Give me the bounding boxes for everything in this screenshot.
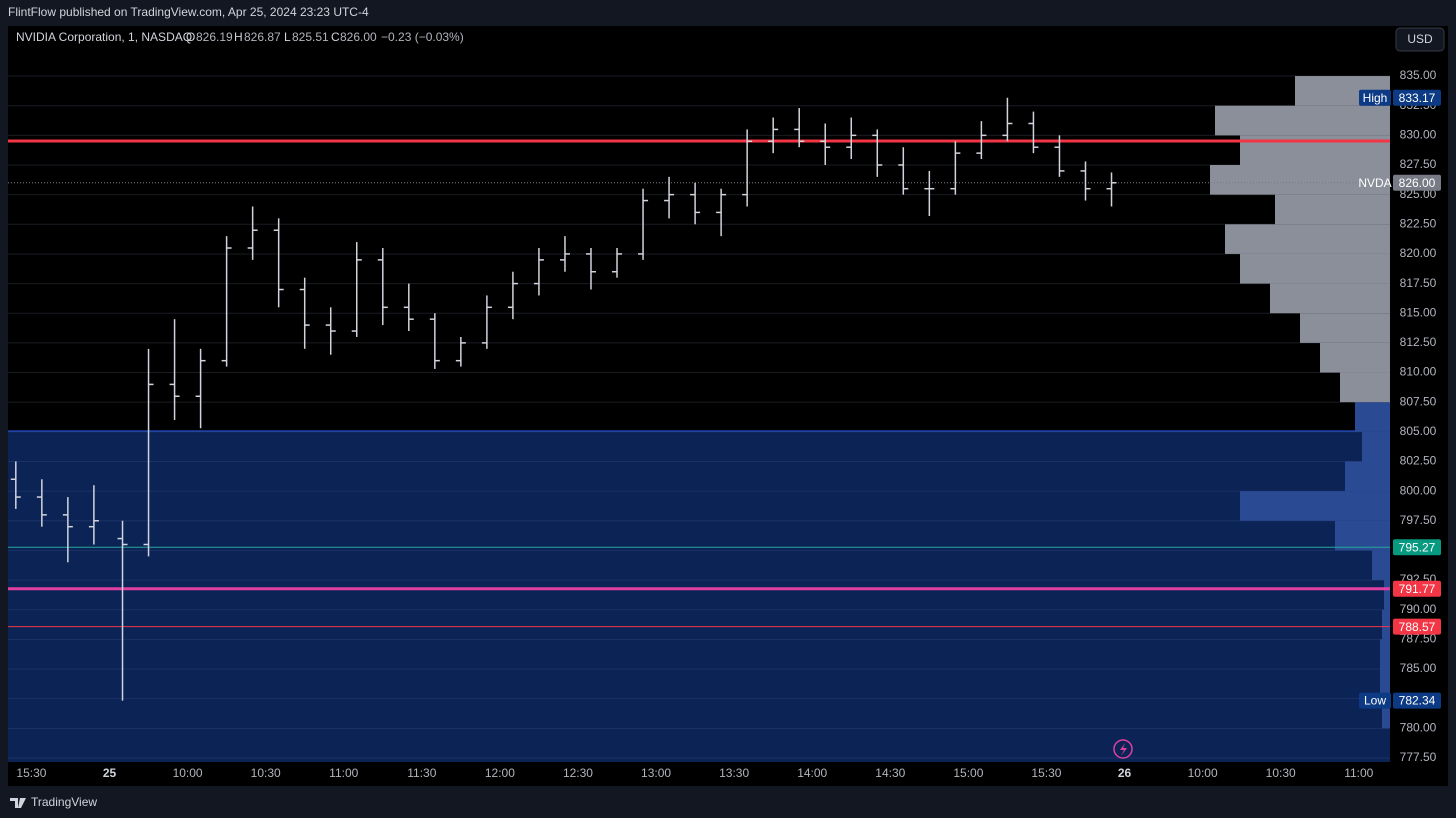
y-tick-label: 817.50: [1400, 276, 1437, 290]
price-tag: [1393, 692, 1441, 709]
profile-bar: [1215, 105, 1390, 136]
bolt: [1120, 743, 1127, 756]
c-value: 826.00: [340, 30, 377, 44]
x-tick-label: 15:00: [953, 766, 983, 780]
profile-bar: [1372, 550, 1390, 581]
profile-bar: [1380, 639, 1390, 670]
x-tick-label: 10:30: [251, 766, 281, 780]
x-tick-label: 11:00: [329, 766, 358, 780]
x-tick-label: 12:30: [563, 766, 593, 780]
plot: 777.50780.00782.50785.00787.50790.00792.…: [8, 68, 1437, 780]
l-label: L: [284, 30, 291, 44]
y-tick-label: 835.00: [1400, 68, 1437, 82]
y-tick-label: 800.00: [1400, 483, 1437, 497]
x-tick-label: 13:00: [641, 766, 671, 780]
profile-bar: [1320, 342, 1390, 373]
profile-bar: [1240, 491, 1390, 521]
price-tag-value: 833.17: [1399, 91, 1436, 105]
y-tick-label: 812.50: [1400, 335, 1437, 349]
price-tag-value: 795.27: [1399, 540, 1436, 554]
profile-bar: [1345, 461, 1390, 492]
x-tick-label: 13:30: [719, 766, 749, 780]
x-tick-label: 10:00: [1188, 766, 1218, 780]
x-tick-label: 25: [103, 766, 117, 780]
alert-icon[interactable]: [1113, 739, 1133, 759]
symbol: NVIDIA Corporation, 1, NASDAQ: [16, 30, 192, 44]
profile-bar: [1384, 580, 1390, 610]
y-tick-label: 777.50: [1400, 750, 1437, 764]
price-tag-name: High: [1363, 91, 1388, 105]
price-tag-name-bg: [1359, 692, 1391, 709]
x-tick-label: 11:00: [1344, 766, 1373, 780]
price-tag-name: Low: [1364, 694, 1386, 708]
profile-bar: [1270, 283, 1390, 314]
profile-bar: [1225, 224, 1390, 254]
price-axis: [1390, 26, 1448, 762]
y-tick-label: 780.00: [1400, 720, 1437, 734]
y-tick-label: 805.00: [1400, 424, 1437, 438]
profile-bar: [1362, 431, 1390, 462]
zone: [8, 431, 1390, 762]
y-tick-label: 785.00: [1400, 661, 1437, 675]
profile-bar: [1300, 313, 1390, 343]
tv-logo: [10, 798, 26, 808]
price-tag: [1393, 89, 1441, 106]
price-tag: [1393, 539, 1441, 556]
profile-bar: [1210, 164, 1390, 195]
price-tag: [1393, 580, 1441, 597]
h-label: H: [234, 30, 243, 44]
profile-bar: [1275, 194, 1390, 225]
y-tick-label: 810.00: [1400, 365, 1437, 379]
profile-bar: [1382, 609, 1390, 640]
price-tag: [1393, 618, 1441, 635]
o-value: 826.19: [196, 30, 233, 44]
price-tag: [1393, 174, 1441, 191]
y-tick-label: 797.50: [1400, 513, 1437, 527]
x-tick-label: 12:00: [485, 766, 515, 780]
y-tick-label: 787.50: [1400, 632, 1437, 646]
x-tick-label: 14:00: [797, 766, 827, 780]
price-tag-name: NVDA: [1358, 176, 1391, 190]
y-tick-label: 830.00: [1400, 128, 1437, 142]
profile-bar: [1355, 402, 1390, 432]
l-value: 825.51: [292, 30, 329, 44]
x-tick-label: 26: [1118, 766, 1132, 780]
price-tag-value: 788.57: [1399, 620, 1436, 634]
price-tag-value: 782.34: [1399, 694, 1436, 708]
currency[interactable]: USD: [1407, 32, 1433, 46]
change: −0.23 (−0.03%): [381, 30, 464, 44]
time-axis: [8, 762, 1448, 786]
y-tick-label: 815.00: [1400, 305, 1437, 319]
y-tick-label: 822.50: [1400, 216, 1437, 230]
x-tick-label: 15:30: [16, 766, 46, 780]
c-label: C: [331, 30, 340, 44]
price-tag-value: 826.00: [1399, 176, 1436, 190]
footer-brand: TradingView: [31, 795, 97, 809]
published-note: FlintFlow published on TradingView.com, …: [8, 5, 369, 19]
o-label: O: [186, 30, 195, 44]
legend: NVIDIA Corporation, 1, NASDAQ O 826.19 H…: [16, 30, 464, 44]
y-tick-label: 807.50: [1400, 394, 1437, 408]
profile-bar: [1382, 698, 1390, 729]
x-tick-label: 10:30: [1266, 766, 1296, 780]
y-tick-label: 802.50: [1400, 454, 1437, 468]
currency-button[interactable]: [1395, 27, 1445, 52]
profile-bar: [1240, 253, 1390, 284]
h-value: 826.87: [244, 30, 281, 44]
x-tick-label: 11:30: [407, 766, 436, 780]
x-tick-label: 15:30: [1031, 766, 1061, 780]
profile-bar: [1335, 520, 1390, 551]
price-tag-value: 791.77: [1399, 582, 1436, 596]
x-tick-label: 10:00: [173, 766, 203, 780]
y-tick-label: 820.00: [1400, 246, 1437, 260]
y-tick-label: 790.00: [1400, 602, 1437, 616]
price-tag-name-bg: [1359, 89, 1391, 106]
y-tick-label: 827.50: [1400, 157, 1437, 171]
profile-bar: [1380, 669, 1390, 699]
profile-bar: [1340, 372, 1390, 403]
x-tick-label: 14:30: [875, 766, 905, 780]
